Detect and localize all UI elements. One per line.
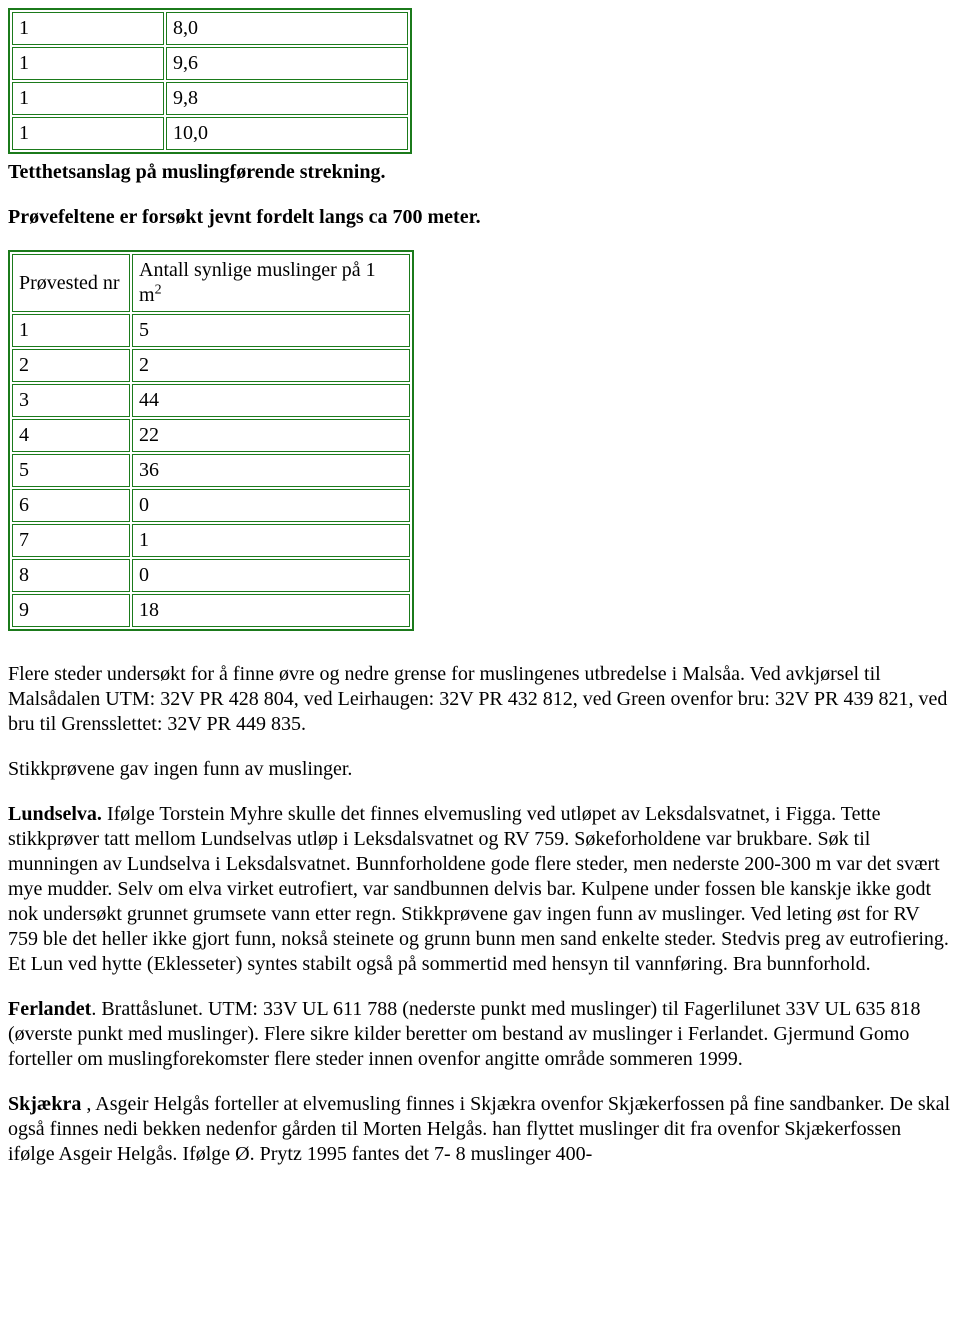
length-table-body: 1 8,0 1 9,6 1 9,8 1 10,0: [12, 12, 408, 150]
cell-count: 5: [132, 314, 410, 347]
table-row: 4 22: [12, 419, 410, 452]
header-count-text: Antall synlige muslinger på 1 m: [139, 259, 376, 306]
cell-site: 9: [12, 594, 130, 627]
header-count-sup: 2: [155, 282, 162, 297]
cell-site: 2: [12, 349, 130, 382]
paragraph-stikkprove: Stikkprøvene gav ingen funn av muslinger…: [8, 757, 952, 782]
cell-col2: 10,0: [166, 117, 408, 150]
paragraph-skjaekra: Skjækra , Asgeir Helgås forteller at elv…: [8, 1092, 952, 1167]
paragraph-ferlandet: Ferlandet. Brattåslunet. UTM: 33V UL 611…: [8, 997, 952, 1072]
cell-site: 6: [12, 489, 130, 522]
table-row: 1 9,8: [12, 82, 408, 115]
text-skjaekra: , Asgeir Helgås forteller at elvemusling…: [8, 1093, 950, 1165]
cell-site: 7: [12, 524, 130, 557]
table-row: 7 1: [12, 524, 410, 557]
length-table: 1 8,0 1 9,6 1 9,8 1 10,0: [8, 8, 412, 154]
heading-density: Tetthetsanslag på muslingførende strekni…: [8, 160, 952, 185]
heading-samplesites: Prøvefeltene er forsøkt jevnt fordelt la…: [8, 205, 952, 230]
cell-count: 18: [132, 594, 410, 627]
table-row: 1 8,0: [12, 12, 408, 45]
cell-count: 0: [132, 489, 410, 522]
table-row: 2 2: [12, 349, 410, 382]
density-table: Prøvested nr Antall synlige muslinger på…: [8, 250, 414, 631]
header-count: Antall synlige muslinger på 1 m2: [132, 254, 410, 312]
cell-col1: 1: [12, 82, 164, 115]
cell-site: 3: [12, 384, 130, 417]
cell-count: 2: [132, 349, 410, 382]
cell-count: 44: [132, 384, 410, 417]
header-site: Prøvested nr: [12, 254, 130, 312]
density-table-body: Prøvested nr Antall synlige muslinger på…: [12, 254, 410, 627]
cell-site: 1: [12, 314, 130, 347]
table-row: 1 9,6: [12, 47, 408, 80]
table-header-row: Prøvested nr Antall synlige muslinger på…: [12, 254, 410, 312]
cell-site: 4: [12, 419, 130, 452]
cell-site: 5: [12, 454, 130, 487]
paragraph-lundselva: Lundselva. Ifølge Torstein Myhre skulle …: [8, 802, 952, 977]
cell-count: 22: [132, 419, 410, 452]
cell-col2: 9,8: [166, 82, 408, 115]
table-row: 1 10,0: [12, 117, 408, 150]
lead-lundselva: Lundselva.: [8, 803, 102, 825]
table-row: 1 5: [12, 314, 410, 347]
cell-col1: 1: [12, 12, 164, 45]
text-lundselva: Ifølge Torstein Myhre skulle det finnes …: [8, 803, 949, 975]
cell-col1: 1: [12, 47, 164, 80]
cell-col2: 9,6: [166, 47, 408, 80]
table-row: 9 18: [12, 594, 410, 627]
cell-count: 36: [132, 454, 410, 487]
table-row: 3 44: [12, 384, 410, 417]
cell-count: 0: [132, 559, 410, 592]
table-row: 6 0: [12, 489, 410, 522]
cell-col2: 8,0: [166, 12, 408, 45]
cell-col1: 1: [12, 117, 164, 150]
cell-count: 1: [132, 524, 410, 557]
paragraph-malsaa: Flere steder undersøkt for å finne øvre …: [8, 662, 952, 737]
table-row: 8 0: [12, 559, 410, 592]
lead-ferlandet: Ferlandet: [8, 998, 91, 1020]
table-row: 5 36: [12, 454, 410, 487]
text-ferlandet: . Brattåslunet. UTM: 33V UL 611 788 (ned…: [8, 998, 920, 1070]
cell-site: 8: [12, 559, 130, 592]
lead-skjaekra: Skjækra: [8, 1093, 81, 1115]
